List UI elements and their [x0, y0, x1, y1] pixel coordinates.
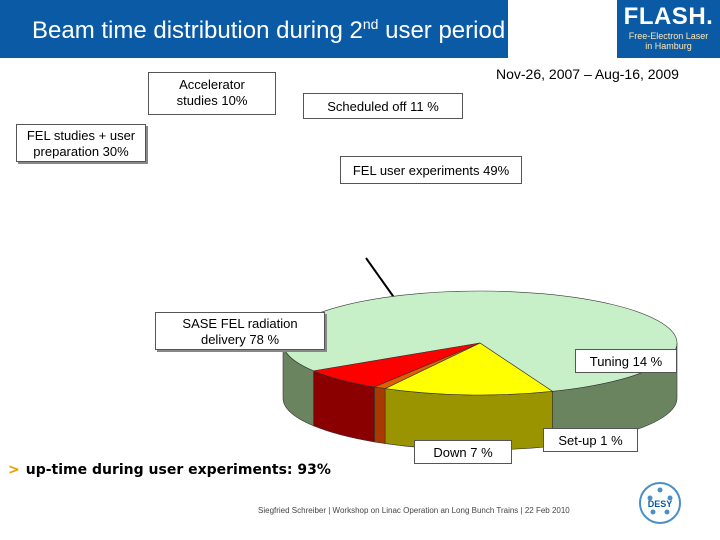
- fel-studies-line-2: preparation 30%: [33, 144, 129, 159]
- slice-label-down-text: Down 7 %: [433, 445, 493, 460]
- flash-logo: FLASH. Free-Electron Laser in Hamburg: [617, 0, 720, 58]
- fel-user-experiments-label: FEL user experiments 49%: [352, 163, 510, 178]
- pie-side-setup: [374, 386, 386, 444]
- slice-label-sase-line-1: SASE FEL radiation: [182, 316, 298, 331]
- accelerator-studies-line-2: studies 10%: [176, 93, 248, 108]
- footer: Siegfried Schreiber | Workshop on Linac …: [258, 506, 570, 515]
- accelerator-studies-line-1: Accelerator: [179, 77, 245, 92]
- logo-subtitle-2: in Hamburg: [645, 41, 692, 51]
- slice-label-tuning-text: Tuning 14 %: [589, 354, 663, 369]
- scheduled-off-box: Scheduled off 11 %: [303, 93, 463, 119]
- slice-label-tuning: Tuning 14 %: [575, 349, 677, 373]
- logo-text: FLASH.: [623, 3, 714, 30]
- desy-logo: DESY: [639, 482, 681, 524]
- title-bar: Beam time distribution during 2nd user p…: [0, 0, 508, 58]
- fel-studies-box: FEL studies + user preparation 30%: [16, 124, 146, 162]
- desy-logo-text: DESY: [648, 499, 673, 509]
- uptime-text: up-time during user experiments: 93%: [25, 462, 331, 478]
- pie-slice-down: [312, 342, 481, 388]
- desy-logo-ring: [639, 482, 681, 524]
- accelerator-studies-box: Accelerator studies 10%: [148, 72, 276, 115]
- slice-label-sase: SASE FEL radiation delivery 78 %: [155, 312, 325, 350]
- date-range: Nov-26, 2007 – Aug-16, 2009: [496, 66, 679, 82]
- slide-title: Beam time distribution during 2nd user p…: [32, 16, 506, 44]
- slice-label-setup-text: Set-up 1 %: [558, 433, 623, 448]
- fel-studies-line-1: FEL studies + user: [26, 128, 136, 143]
- uptime-note: > up-time during user experiments: 93%: [8, 462, 331, 478]
- scheduled-off-label: Scheduled off 11 %: [327, 99, 439, 114]
- logo-subtitle-1: Free-Electron Laser: [628, 31, 709, 41]
- slice-label-sase-line-2: delivery 78 %: [200, 332, 280, 347]
- fel-user-experiments-box: FEL user experiments 49%: [340, 156, 522, 184]
- bullet-marker: >: [8, 462, 20, 478]
- slice-label-setup: Set-up 1 %: [543, 428, 638, 452]
- pie-slice-tuning: [384, 342, 554, 396]
- slice-label-down: Down 7 %: [414, 440, 512, 464]
